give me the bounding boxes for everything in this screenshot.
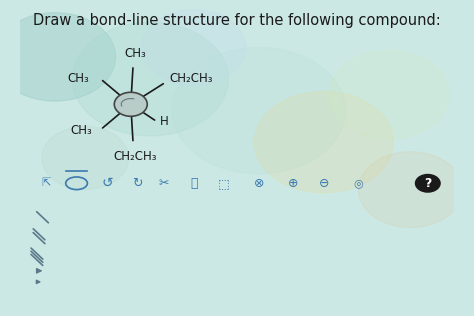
Text: CH₂CH₃: CH₂CH₃ — [170, 72, 213, 86]
Text: ⧉: ⧉ — [190, 177, 197, 190]
Circle shape — [358, 152, 463, 228]
Text: CH₃: CH₃ — [70, 124, 92, 137]
Circle shape — [172, 47, 346, 174]
Text: ◎: ◎ — [354, 178, 363, 188]
Text: Draw a bond-line structure for the following compound:: Draw a bond-line structure for the follo… — [33, 13, 441, 27]
Text: CH₃: CH₃ — [68, 72, 90, 85]
Text: ⇱: ⇱ — [42, 178, 51, 188]
Circle shape — [114, 92, 147, 116]
Text: ✂: ✂ — [158, 177, 169, 190]
Text: ⊕: ⊕ — [288, 177, 299, 190]
Text: H: H — [160, 115, 169, 128]
Text: CH₃: CH₃ — [124, 47, 146, 60]
Circle shape — [415, 174, 441, 193]
Text: ?: ? — [424, 177, 431, 190]
Circle shape — [142, 9, 246, 85]
Circle shape — [42, 126, 128, 190]
Text: ↺: ↺ — [101, 176, 113, 190]
Text: CH₂CH₃: CH₂CH₃ — [113, 150, 157, 163]
Text: ⊖: ⊖ — [319, 177, 329, 190]
Circle shape — [72, 22, 228, 136]
Circle shape — [255, 92, 393, 193]
Circle shape — [328, 51, 449, 139]
Text: ↻: ↻ — [132, 177, 143, 190]
Text: ⊗: ⊗ — [254, 177, 264, 190]
Circle shape — [0, 13, 116, 101]
Text: ⬚: ⬚ — [218, 177, 230, 190]
